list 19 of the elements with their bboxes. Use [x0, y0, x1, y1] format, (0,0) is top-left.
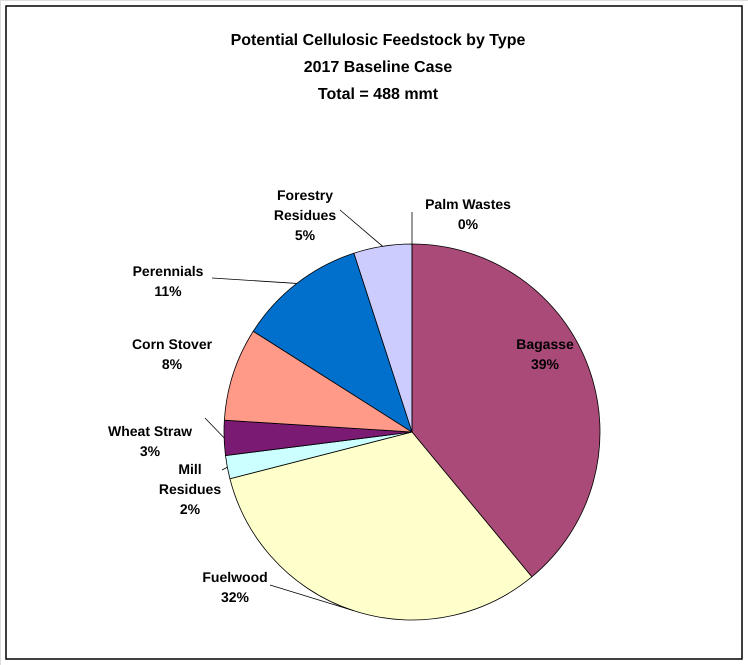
data-label: 32% — [220, 589, 250, 605]
text: Total = 488 mmt — [318, 86, 439, 103]
slice-label: Bagasse — [516, 336, 574, 352]
data-label: 3% — [140, 443, 161, 459]
slice-label: Forestry Residues — [274, 187, 336, 223]
chart-title: Potential Cellulosic Feedstock by Type — [230, 32, 526, 49]
slice-label: Mill Residues — [158, 461, 222, 497]
data-label: 5% — [294, 227, 316, 243]
slice-label: Perennials — [132, 263, 204, 279]
text: 0% — [458, 216, 478, 232]
data-label: 2% — [180, 501, 201, 517]
slice-label: Wheat Straw — [108, 423, 192, 439]
slice-label: Fuelwood — [202, 569, 268, 585]
data-label: 39% — [530, 356, 560, 372]
data-label: 8% — [162, 356, 183, 372]
slice-label: Corn Stover — [132, 336, 213, 352]
category-label: Palm Wastes — [425, 196, 511, 212]
data-label: 11% — [154, 283, 182, 299]
chart-subtitle: 2017 Baseline Case — [304, 59, 452, 76]
